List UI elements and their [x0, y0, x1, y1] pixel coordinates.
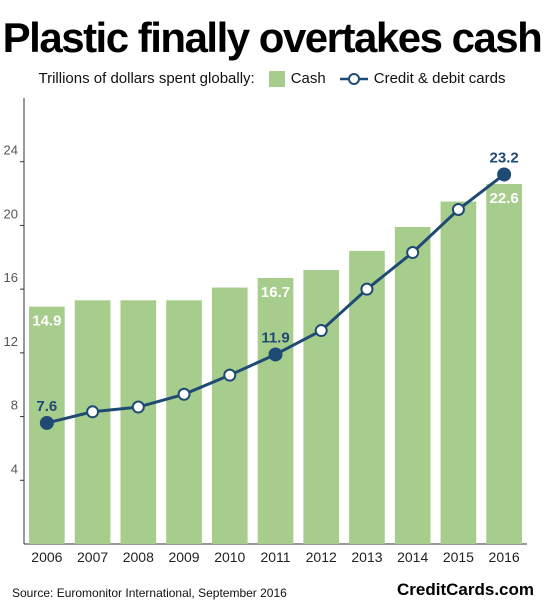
- cash-bar: [486, 184, 522, 544]
- x-tick-label: 2009: [168, 549, 199, 565]
- x-tick-label: 2014: [397, 549, 428, 565]
- cards-point: [223, 368, 237, 382]
- cards-point: [268, 347, 283, 362]
- cards-point: [451, 203, 465, 216]
- cash-bar: [303, 270, 340, 544]
- cards-point: [131, 400, 145, 414]
- cash-bar: [166, 300, 202, 544]
- cards-point: [39, 415, 54, 430]
- cash-bar: [211, 287, 248, 544]
- source-note: Source: Euromonitor International, Septe…: [12, 586, 287, 600]
- x-tick-label: 2006: [31, 549, 62, 565]
- legend-prefix: Trillions of dollars spent globally:: [38, 70, 255, 87]
- cards-point: [314, 324, 328, 338]
- y-tick-label: 12: [4, 334, 18, 349]
- cash-data-label: 22.6: [490, 190, 519, 207]
- legend-line-marker-icon: [339, 72, 368, 85]
- x-tick-label: 2013: [351, 549, 382, 565]
- cash-bar: [120, 300, 157, 544]
- y-tick-label: 16: [4, 270, 18, 285]
- cards-point: [360, 282, 374, 296]
- cash-bar: [74, 300, 111, 544]
- x-tick-label: 2012: [306, 549, 337, 565]
- cash-bar: [440, 201, 477, 545]
- cards-data-label: 7.6: [36, 398, 57, 415]
- legend-cash-swatch: [268, 70, 285, 87]
- cash-bar: [257, 277, 294, 544]
- legend-cash-label: Cash: [290, 70, 326, 87]
- cash-data-label: 16.7: [261, 284, 290, 301]
- chart-title: Plastic finally overtakes cash: [2, 14, 543, 61]
- cash-bar: [394, 227, 431, 544]
- x-tick-label: 2007: [77, 549, 108, 565]
- x-tick-label: 2016: [489, 549, 520, 565]
- cash-data-label: 14.9: [32, 313, 61, 330]
- x-tick-label: 2008: [123, 549, 154, 565]
- cards-point: [406, 246, 420, 260]
- brand-logo: CreditCards.com: [397, 580, 534, 599]
- x-tick-label: 2015: [443, 549, 474, 565]
- cards-point: [86, 405, 100, 419]
- x-tick-label: 2011: [260, 549, 290, 565]
- cards-point: [177, 387, 191, 401]
- cards-data-label: 11.9: [261, 329, 289, 346]
- x-tick-label: 2010: [214, 549, 245, 565]
- y-tick-label: 24: [4, 143, 18, 158]
- y-tick-label: 4: [11, 461, 18, 476]
- cards-data-label: 23.2: [490, 149, 519, 166]
- y-tick-label: 8: [11, 398, 18, 413]
- legend-cards-label: Credit & debit cards: [373, 70, 506, 87]
- y-tick-label: 20: [4, 206, 18, 221]
- cards-point: [497, 167, 512, 182]
- legend: Trillions of dollars spent globally: Cas…: [0, 70, 544, 87]
